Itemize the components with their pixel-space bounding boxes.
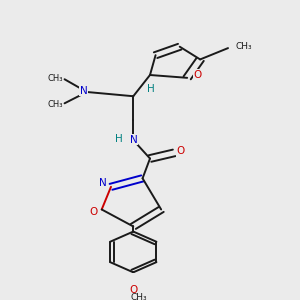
- Text: N: N: [99, 178, 107, 188]
- Text: N: N: [80, 85, 88, 96]
- Text: H: H: [115, 134, 122, 144]
- Text: CH₃: CH₃: [130, 293, 147, 300]
- Text: CH₃: CH₃: [47, 100, 63, 109]
- Text: O: O: [177, 146, 185, 156]
- Text: N: N: [130, 134, 138, 145]
- Text: O: O: [194, 70, 202, 80]
- Text: CH₃: CH₃: [236, 42, 252, 51]
- Text: O: O: [89, 207, 98, 217]
- Text: CH₃: CH₃: [47, 74, 63, 83]
- Text: H: H: [147, 84, 155, 94]
- Text: O: O: [129, 285, 137, 296]
